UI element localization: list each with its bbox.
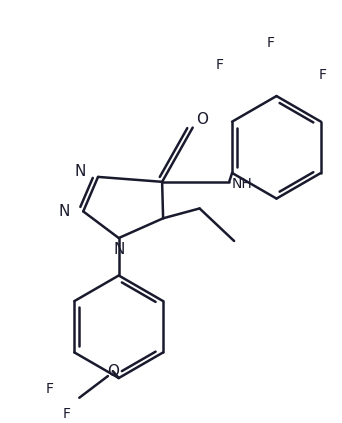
Text: F: F [266, 36, 275, 50]
Text: F: F [63, 407, 70, 420]
Text: N: N [113, 242, 124, 257]
Text: NH: NH [231, 177, 252, 191]
Text: F: F [46, 382, 54, 396]
Text: N: N [59, 204, 70, 219]
Text: O: O [197, 112, 209, 127]
Text: F: F [319, 69, 327, 82]
Text: O: O [107, 364, 119, 379]
Text: F: F [215, 58, 223, 72]
Text: N: N [75, 165, 86, 179]
